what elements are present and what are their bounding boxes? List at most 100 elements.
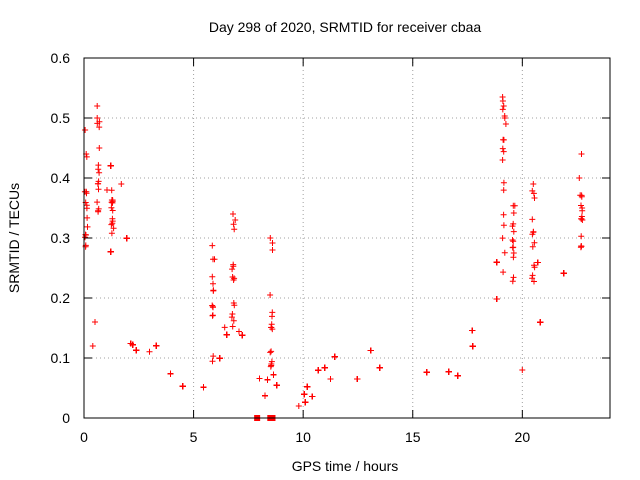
data-point: [262, 392, 268, 399]
data-point: [269, 247, 276, 253]
data-point: [94, 103, 101, 109]
data-point: [209, 312, 216, 319]
data-point: [530, 181, 537, 187]
data-point: [509, 237, 516, 243]
data-point: [510, 210, 517, 216]
data-point: [127, 340, 134, 347]
data-point: [531, 239, 538, 246]
y-tick-label: 0.1: [51, 350, 71, 366]
data-point: [209, 273, 216, 280]
data-point: [502, 121, 509, 127]
data-point: [108, 221, 115, 228]
data-point: [92, 319, 98, 325]
data-point: [269, 309, 276, 316]
data-point: [94, 115, 101, 121]
data-point: [367, 347, 374, 354]
data-point: [83, 205, 90, 212]
x-axis-label: GPS time / hours: [292, 458, 399, 474]
data-point: [229, 274, 236, 280]
data-point: [229, 323, 236, 330]
data-point: [454, 372, 461, 379]
data-point: [499, 94, 506, 100]
data-point: [510, 228, 517, 235]
data-point: [133, 347, 140, 354]
data-point: [273, 382, 280, 389]
y-tick-label: 0.3: [51, 230, 71, 246]
ticks-layer: 0 0.1 0.2 0.3 0.4 0.5 0.6 0 5 10 15 20: [51, 50, 610, 445]
y-tick-label: 0: [62, 410, 70, 426]
data-point: [230, 221, 237, 228]
data-point: [327, 376, 334, 382]
y-tick-label: 0.2: [51, 290, 71, 306]
data-point: [510, 220, 517, 227]
data-point: [104, 187, 110, 193]
data-point: [95, 166, 102, 173]
y-axis-label: SRMTID / TECUs: [6, 183, 22, 293]
points-layer: [81, 94, 586, 421]
data-point: [109, 198, 116, 205]
data-point: [531, 278, 537, 285]
data-point: [267, 349, 274, 356]
data-point: [469, 327, 476, 334]
data-point: [108, 204, 115, 211]
data-point: [81, 188, 88, 195]
data-point: [211, 256, 218, 263]
data-point: [302, 399, 309, 406]
data-point: [529, 272, 536, 279]
chart-title: Day 298 of 2020, SRMTID for receiver cba…: [209, 19, 482, 35]
data-point: [123, 235, 130, 242]
data-point: [239, 332, 246, 339]
data-point: [84, 214, 91, 221]
data-point: [529, 216, 536, 223]
data-point: [110, 225, 117, 232]
data-point: [223, 331, 230, 338]
data-point: [108, 199, 115, 206]
data-point: [96, 169, 103, 176]
data-point: [501, 249, 508, 256]
data-point: [445, 368, 452, 375]
data-point: [236, 328, 242, 335]
data-point: [499, 106, 506, 113]
x-tick-label: 15: [405, 429, 421, 445]
data-point: [107, 248, 114, 255]
data-point: [230, 317, 237, 324]
data-point: [230, 263, 237, 270]
data-point: [500, 269, 507, 276]
data-point: [229, 266, 236, 273]
data-point: [500, 222, 507, 229]
data-point: [89, 343, 96, 349]
data-point: [499, 157, 506, 163]
data-point: [579, 207, 586, 214]
data-point: [264, 376, 271, 383]
data-point: [210, 287, 217, 294]
data-point: [94, 199, 101, 206]
data-point: [167, 370, 174, 377]
data-point: [200, 384, 207, 391]
data-point: [301, 391, 308, 398]
y-tick-label: 0.5: [51, 110, 71, 126]
data-point: [95, 207, 102, 214]
data-point: [268, 324, 275, 331]
y-tick-label: 0.6: [51, 50, 71, 66]
data-point: [267, 235, 274, 241]
data-point: [576, 175, 583, 181]
data-point: [210, 353, 217, 360]
data-point: [500, 211, 507, 218]
y-tick-label: 0.4: [51, 170, 71, 186]
data-point: [510, 238, 517, 245]
data-point: [493, 296, 500, 302]
data-point: [83, 153, 90, 160]
x-tick-label: 5: [190, 429, 198, 445]
data-point: [500, 148, 507, 155]
data-point: [577, 192, 584, 199]
data-point: [510, 254, 517, 261]
data-point: [309, 393, 316, 400]
data-point: [118, 181, 125, 187]
data-point: [578, 215, 585, 222]
data-point: [500, 187, 507, 194]
data-point: [295, 403, 302, 409]
data-point: [82, 127, 89, 133]
data-point: [216, 355, 223, 362]
data-point: [96, 124, 103, 131]
